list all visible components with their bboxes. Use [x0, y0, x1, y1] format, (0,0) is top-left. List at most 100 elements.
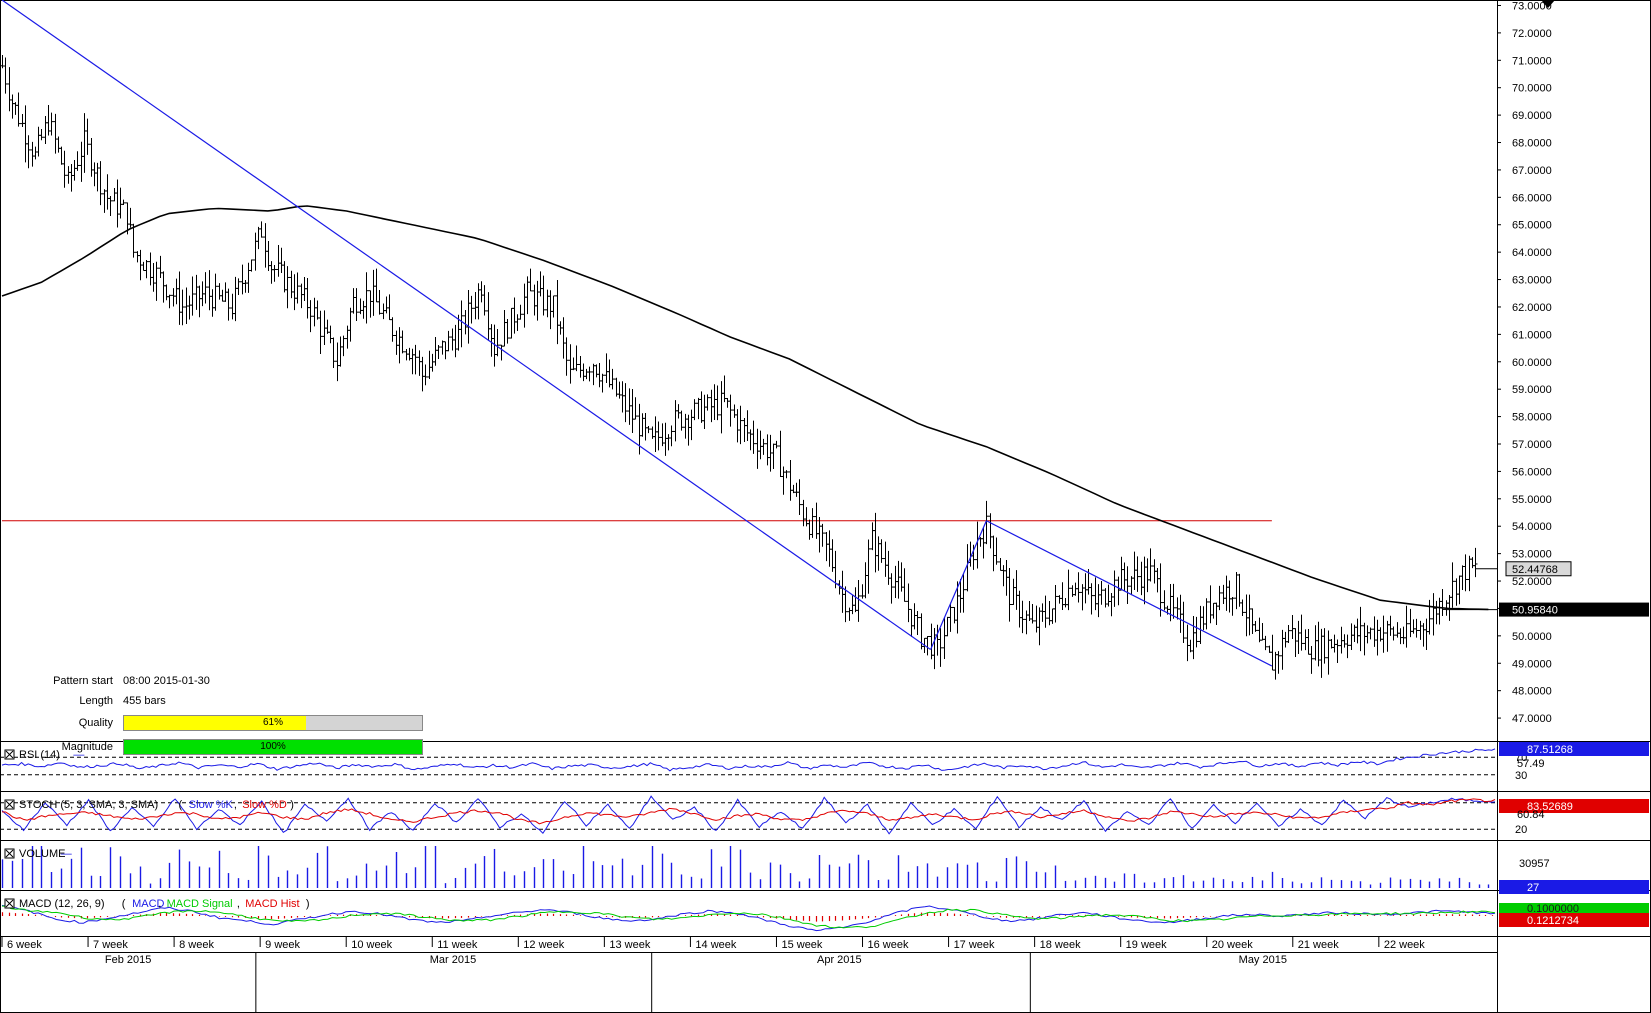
ohlc-bar	[427, 350, 432, 379]
ohlc-bar	[1011, 578, 1016, 605]
ohlc-bar	[486, 292, 491, 341]
x-week-label: 16 week	[868, 939, 909, 951]
y-tick-label: 56.0000	[1512, 466, 1552, 478]
ohlc-bar	[1332, 634, 1337, 653]
ohlc-bar	[909, 608, 914, 637]
ohlc-bar	[1099, 581, 1104, 605]
x-week-label: 19 week	[1126, 939, 1167, 951]
ohlc-bar	[1309, 646, 1314, 674]
ohlc-bar	[522, 283, 527, 328]
ohlc-bar	[1050, 608, 1055, 624]
ohlc-bar	[358, 298, 363, 315]
stoch-d-line	[1, 798, 1496, 825]
ohlc-bar	[1096, 584, 1101, 618]
ohlc-bar	[482, 285, 487, 316]
x-week-label: 14 week	[695, 939, 736, 951]
ohlc-bar	[515, 314, 520, 332]
ohlc-bar	[433, 337, 438, 366]
ohlc-bar	[1060, 582, 1065, 610]
x-week-label: 7 week	[93, 939, 128, 951]
ohlc-bar	[20, 114, 25, 127]
ohlc-bar	[177, 271, 182, 325]
ohlc-bar	[351, 288, 356, 314]
ohlc-bar	[394, 330, 399, 355]
stoch-title: STOCH (5, 3, SMA, 3, SMA)	[19, 799, 158, 811]
ohlc-bar	[751, 420, 756, 454]
ohlc-bar	[13, 102, 18, 115]
ohlc-bar	[328, 325, 333, 344]
ohlc-bar	[1027, 601, 1032, 622]
ohlc-bar	[154, 261, 159, 301]
y-tick-label: 59.0000	[1512, 384, 1552, 396]
ohlc-bar	[1381, 615, 1386, 653]
ohlc-bar	[243, 279, 248, 293]
ohlc-bar	[148, 252, 153, 286]
ohlc-bar	[1424, 618, 1429, 651]
magnitude-bar-text: 100%	[260, 741, 286, 752]
ohlc-bar	[620, 381, 625, 413]
ohlc-bar	[190, 276, 195, 316]
ohlc-bar	[801, 499, 806, 527]
ohlc-bar	[538, 271, 543, 297]
x-week-label: 11 week	[437, 939, 478, 951]
ohlc-bar	[886, 550, 891, 585]
ohlc-bar	[683, 413, 688, 439]
ohlc-bar	[1221, 584, 1226, 604]
ohlc-bar	[1250, 608, 1255, 635]
ohlc-bar	[1122, 562, 1127, 591]
rsi-value-label: 87.51268	[1527, 744, 1573, 756]
ohlc-bar	[1395, 622, 1400, 638]
quality-bar-fill	[124, 716, 306, 730]
ohlc-bar	[295, 272, 300, 304]
triangle-down-icon[interactable]	[1541, 0, 1555, 8]
ohlc-bar	[121, 199, 126, 206]
ohlc-bar	[338, 336, 343, 367]
volume-scale-label: 30957	[1519, 858, 1550, 870]
ohlc-bar	[354, 288, 359, 321]
ohlc-bar	[568, 344, 573, 384]
ohlc-bar	[151, 262, 156, 292]
ohlc-bar	[623, 383, 628, 423]
ohlc-bar	[1303, 629, 1308, 651]
ohlc-bar	[56, 136, 61, 153]
ohlc-bar	[594, 364, 599, 378]
ohlc-bar	[469, 295, 474, 324]
volume-value-label: 27	[1527, 882, 1539, 894]
y-tick-label: 49.0000	[1512, 658, 1552, 670]
y-tick-label: 57.0000	[1512, 439, 1552, 451]
ohlc-bar	[840, 570, 845, 613]
ohlc-bar	[305, 278, 310, 319]
ohlc-bar	[1093, 577, 1098, 611]
macd-comma: ,	[237, 898, 240, 910]
ohlc-bar	[7, 67, 12, 112]
ohlc-bar	[374, 268, 379, 303]
ohlc-bar	[912, 603, 917, 630]
ohlc-bar	[1066, 569, 1071, 611]
ohlc-bar	[945, 616, 950, 637]
ohlc-bar	[410, 348, 415, 375]
ohlc-bar	[387, 294, 392, 321]
ohlc-bar	[213, 273, 218, 311]
ohlc-bar	[1257, 617, 1262, 643]
ohlc-bar	[1001, 565, 1006, 587]
ohlc-bar	[666, 434, 671, 451]
ohlc-bar	[1358, 606, 1363, 652]
ohlc-bar	[1007, 568, 1012, 622]
ohlc-bar	[673, 400, 678, 442]
ohlc-bar	[315, 300, 320, 320]
ohlc-bar	[1188, 639, 1193, 653]
ohlc-bar	[633, 397, 638, 420]
ohlc-bar	[1404, 605, 1409, 648]
ohlc-bar	[712, 384, 717, 421]
ohlc-bar	[676, 404, 681, 419]
ohlc-bar	[604, 353, 609, 383]
ohlc-bar	[249, 259, 254, 272]
y-tick-label: 68.0000	[1512, 138, 1552, 150]
ohlc-bar	[692, 399, 697, 421]
macd-value-label: 0.1212734	[1527, 915, 1579, 927]
ohlc-bar	[1293, 628, 1298, 658]
ohlc-bar	[1106, 584, 1111, 607]
ohlc-bar	[233, 276, 238, 322]
ohlc-bar	[699, 391, 704, 423]
ohlc-bar	[266, 240, 271, 271]
